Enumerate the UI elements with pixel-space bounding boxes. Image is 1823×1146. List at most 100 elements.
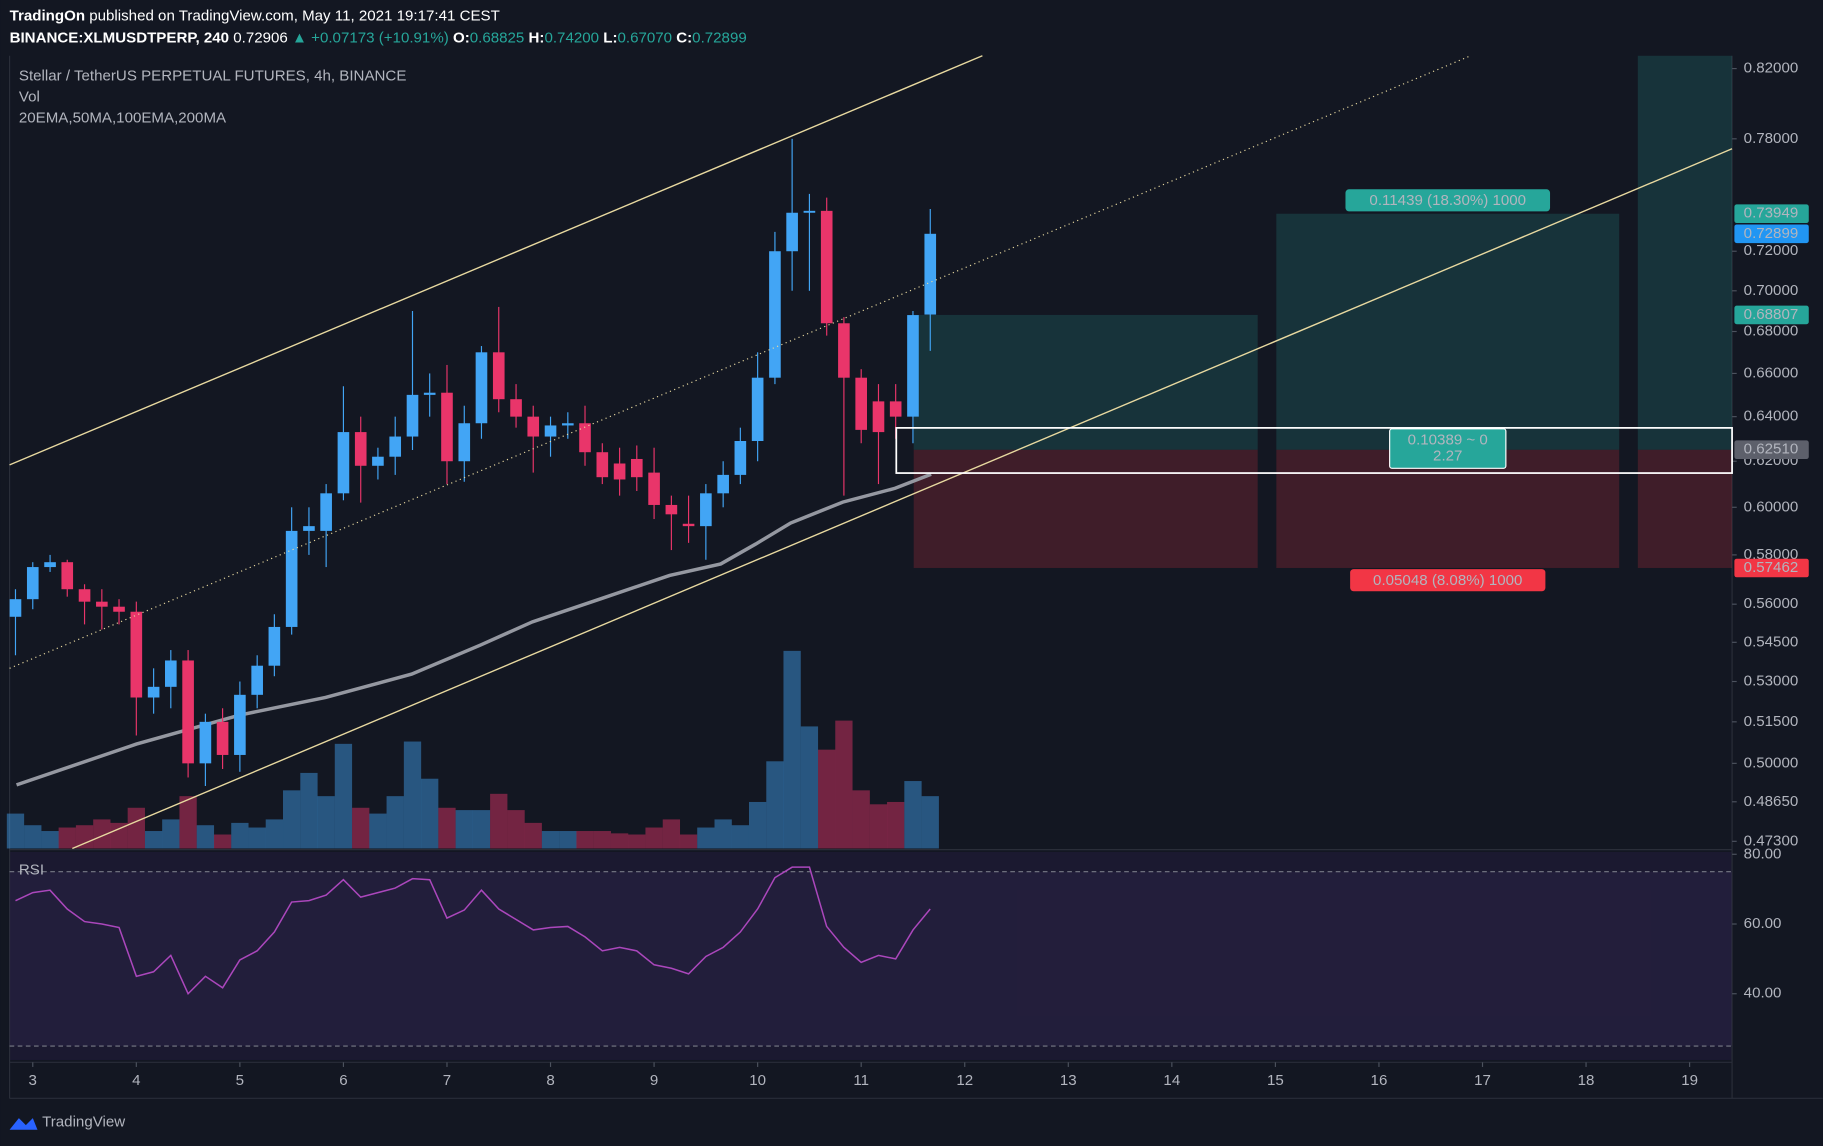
indicators-label: 20EMA,50MA,100EMA,200MA	[19, 110, 227, 127]
volume-bar	[248, 827, 266, 849]
author: TradingOn	[10, 7, 85, 24]
volume-bar	[283, 790, 301, 849]
target-zone	[1276, 213, 1620, 450]
ohlc-key: O:	[453, 29, 470, 46]
x-tick-label: 7	[443, 1072, 451, 1089]
y-tick-label: 0.51500	[1744, 713, 1799, 730]
candle-body	[596, 452, 609, 478]
volume-bar	[127, 807, 145, 849]
volume-bar	[196, 825, 215, 849]
rsi-tick-label: 60.00	[1744, 915, 1782, 932]
overlay: 0.11439 (18.30%) 1000 0.10389 ~ 02.27 0.05…	[895, 189, 1809, 592]
y-tick-label: 0.53000	[1744, 672, 1799, 689]
candle-body	[820, 210, 833, 324]
ohlc-value: 0.74200	[544, 29, 599, 46]
candle-body	[907, 315, 919, 417]
candle-body	[751, 377, 764, 441]
target-tag-bg	[1734, 305, 1809, 325]
header-line-1: TradingOn published on TradingView.com, …	[10, 7, 500, 24]
y-tick-label: 0.47300	[1744, 832, 1799, 849]
volume-bar	[679, 834, 698, 849]
volume-bar	[110, 822, 128, 849]
candle-body	[889, 401, 902, 417]
x-tick-label: 9	[650, 1072, 658, 1089]
candle-body	[113, 606, 125, 612]
candle-body	[78, 589, 91, 602]
stop-zone	[913, 449, 1258, 568]
stop-label-bg	[1350, 569, 1546, 592]
volume-bar	[818, 749, 836, 849]
ohlc-key: L:	[603, 29, 617, 46]
candle-body	[924, 233, 937, 315]
stop-zone	[1637, 449, 1733, 568]
volume-bar	[662, 819, 681, 849]
candle-body	[630, 458, 643, 478]
volume-bar	[507, 810, 525, 849]
candle-body	[475, 352, 488, 424]
volume-bar	[455, 810, 473, 849]
candle-body	[562, 423, 574, 426]
candle-body	[303, 526, 315, 531]
y-tick-label: 0.70000	[1744, 282, 1799, 299]
candle-body	[61, 562, 74, 590]
candle-body	[182, 660, 194, 764]
y-tick-label: 0.64000	[1744, 408, 1799, 425]
volume-bar	[610, 833, 629, 849]
x-tick-label: 17	[1474, 1072, 1491, 1089]
candle-body	[423, 392, 436, 395]
candle-body	[734, 440, 747, 475]
y-tick-label: 0.48650	[1744, 793, 1799, 810]
candle-body	[872, 401, 885, 433]
candle-body	[354, 432, 367, 466]
candle-body	[838, 323, 850, 378]
current-price-tag: 0.72899	[1744, 225, 1799, 242]
volume-bar	[265, 819, 284, 849]
candle-body	[251, 665, 263, 695]
candle-body	[164, 660, 177, 687]
x-tick-label: 4	[132, 1072, 140, 1089]
header-line-2: BINANCE:XLMUSDTPERP, 240 0.72906 ▲ +0.07…	[10, 29, 747, 46]
target-label-bg	[1345, 189, 1551, 212]
candle-body	[199, 721, 212, 764]
target-tag-bg	[1734, 204, 1809, 224]
candle-body	[9, 599, 22, 617]
volume-bar	[576, 831, 594, 849]
target-tag: 0.73949	[1744, 205, 1799, 222]
volume-bar	[887, 801, 905, 849]
volume-bar	[179, 796, 197, 849]
symbol: BINANCE:XLMUSDTPERP, 240	[10, 29, 229, 46]
candle-body	[26, 567, 39, 600]
volume-bar	[904, 781, 922, 849]
volume-bar	[472, 810, 491, 849]
volume-bar	[645, 827, 663, 849]
volume-bar	[593, 831, 611, 849]
candle-body	[648, 472, 660, 505]
y-tick-label: 0.78000	[1744, 130, 1799, 147]
volume-bar	[541, 831, 560, 849]
chart-title: Stellar / TetherUS PERPETUAL FUTURES, 4h…	[19, 68, 407, 85]
x-tick-label: 18	[1578, 1072, 1595, 1089]
target-zone	[913, 314, 1258, 450]
volume-bar	[731, 825, 749, 849]
candle-body	[96, 601, 108, 607]
x-tick-label: 3	[29, 1072, 37, 1089]
x-tick-label: 8	[546, 1072, 554, 1089]
stop-tag: 0.57462	[1744, 559, 1799, 576]
volume-bar	[24, 825, 42, 849]
y-tick-label: 0.56000	[1744, 595, 1799, 612]
volume-bar	[352, 807, 370, 849]
rsi-tick-label: 40.00	[1744, 985, 1782, 1002]
candle-body	[492, 352, 505, 400]
candle-body	[510, 399, 522, 417]
volume-label: Vol	[19, 89, 40, 106]
ratio-label-bg	[1389, 428, 1507, 469]
y-tick-label: 0.60000	[1744, 498, 1799, 515]
volume-bar	[334, 743, 353, 849]
x-tick-label: 14	[1163, 1072, 1180, 1089]
x-tick-label: 6	[339, 1072, 347, 1089]
volume-bar	[800, 726, 819, 849]
volume-bar	[559, 831, 577, 849]
candle-body	[216, 721, 229, 755]
last-price: 0.72906	[233, 29, 288, 46]
candle-body	[665, 504, 678, 515]
